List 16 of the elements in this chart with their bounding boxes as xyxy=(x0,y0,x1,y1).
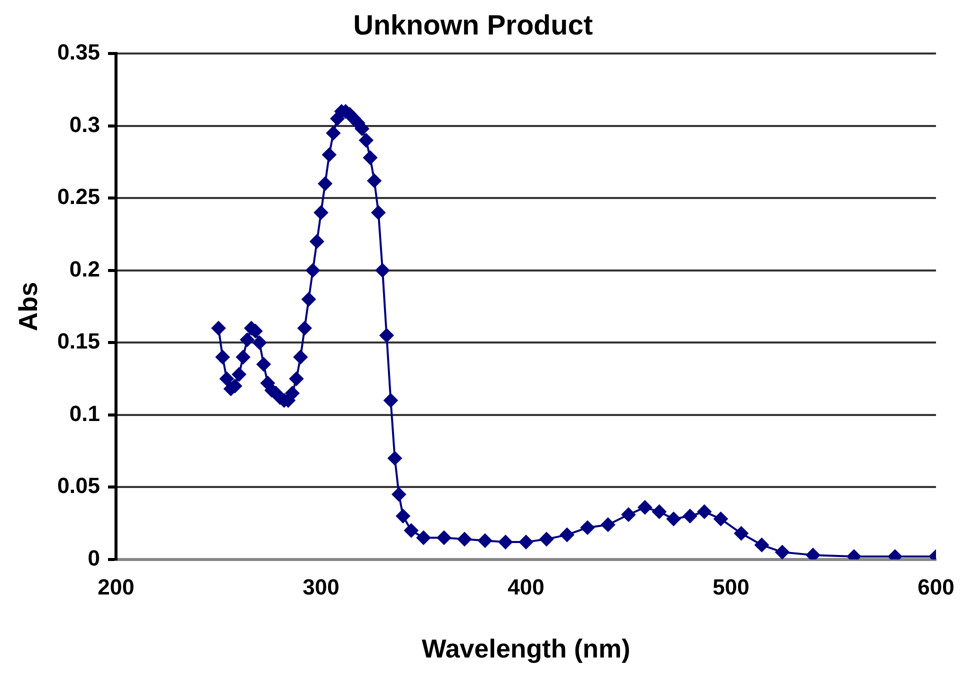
x-tick-label: 600 xyxy=(918,574,954,600)
chart-title: Unknown Product xyxy=(353,10,593,41)
y-tick-label: 0.35 xyxy=(57,40,100,65)
y-tick-label: 0.25 xyxy=(57,184,100,210)
y-tick-label: 0.3 xyxy=(69,112,100,137)
y-axis-title: Abs xyxy=(12,282,43,332)
x-axis-title: Wavelength (nm) xyxy=(422,634,630,664)
y-tick-label: 0.2 xyxy=(69,256,100,282)
x-tick-label: 300 xyxy=(302,574,340,600)
x-tick-label: 500 xyxy=(712,574,750,600)
y-tick-label: 0.1 xyxy=(69,400,100,426)
y-tick-label: 0 xyxy=(88,545,100,570)
x-tick-label: 400 xyxy=(508,574,544,600)
y-tick-label: 0.05 xyxy=(57,473,100,498)
x-tick-label: 200 xyxy=(98,574,134,600)
y-tick-label: 0.15 xyxy=(57,328,100,354)
